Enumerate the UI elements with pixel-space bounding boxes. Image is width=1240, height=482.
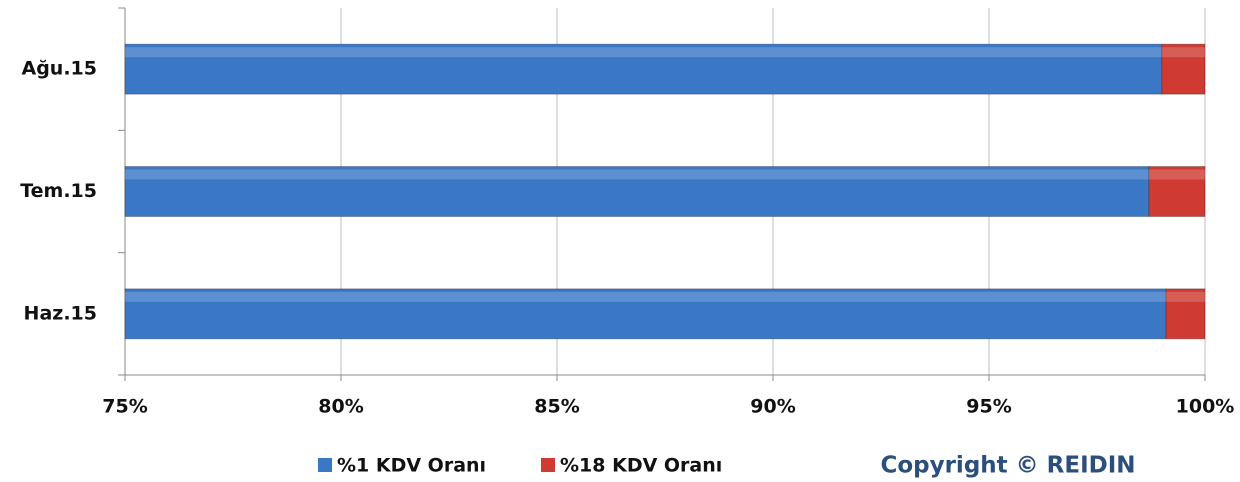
copyright: Copyright © REIDIN [880,453,1135,479]
bar-segment [124,288,1167,340]
legend-swatch [318,458,332,472]
bar-shine [125,291,1167,302]
legend-label: %18 KDV Oranı [560,455,722,477]
x-tick-label: 95% [966,396,1011,418]
bar-shine [1161,47,1205,58]
x-tick-label: 80% [318,396,363,418]
legend-label: %1 KDV Oranı [337,455,486,477]
legend-swatch [541,458,555,472]
y-tick-label: Ağu.15 [22,58,98,80]
bar-shine [125,169,1149,180]
x-tick-label: 75% [102,396,147,418]
bar-shine [1166,291,1205,302]
x-tick-label: 85% [534,396,579,418]
bar-shine [1148,169,1205,180]
bar-shine [125,47,1162,58]
y-tick-label: Haz.15 [24,302,97,324]
bar-segment [1148,166,1206,217]
bar-segment [124,166,1150,217]
x-tick-label: 100% [1176,396,1235,418]
y-tick-label: Tem.15 [20,180,97,202]
x-tick-label: 90% [750,396,795,418]
bar-segment [1165,288,1206,340]
bar-segment [1161,43,1206,95]
